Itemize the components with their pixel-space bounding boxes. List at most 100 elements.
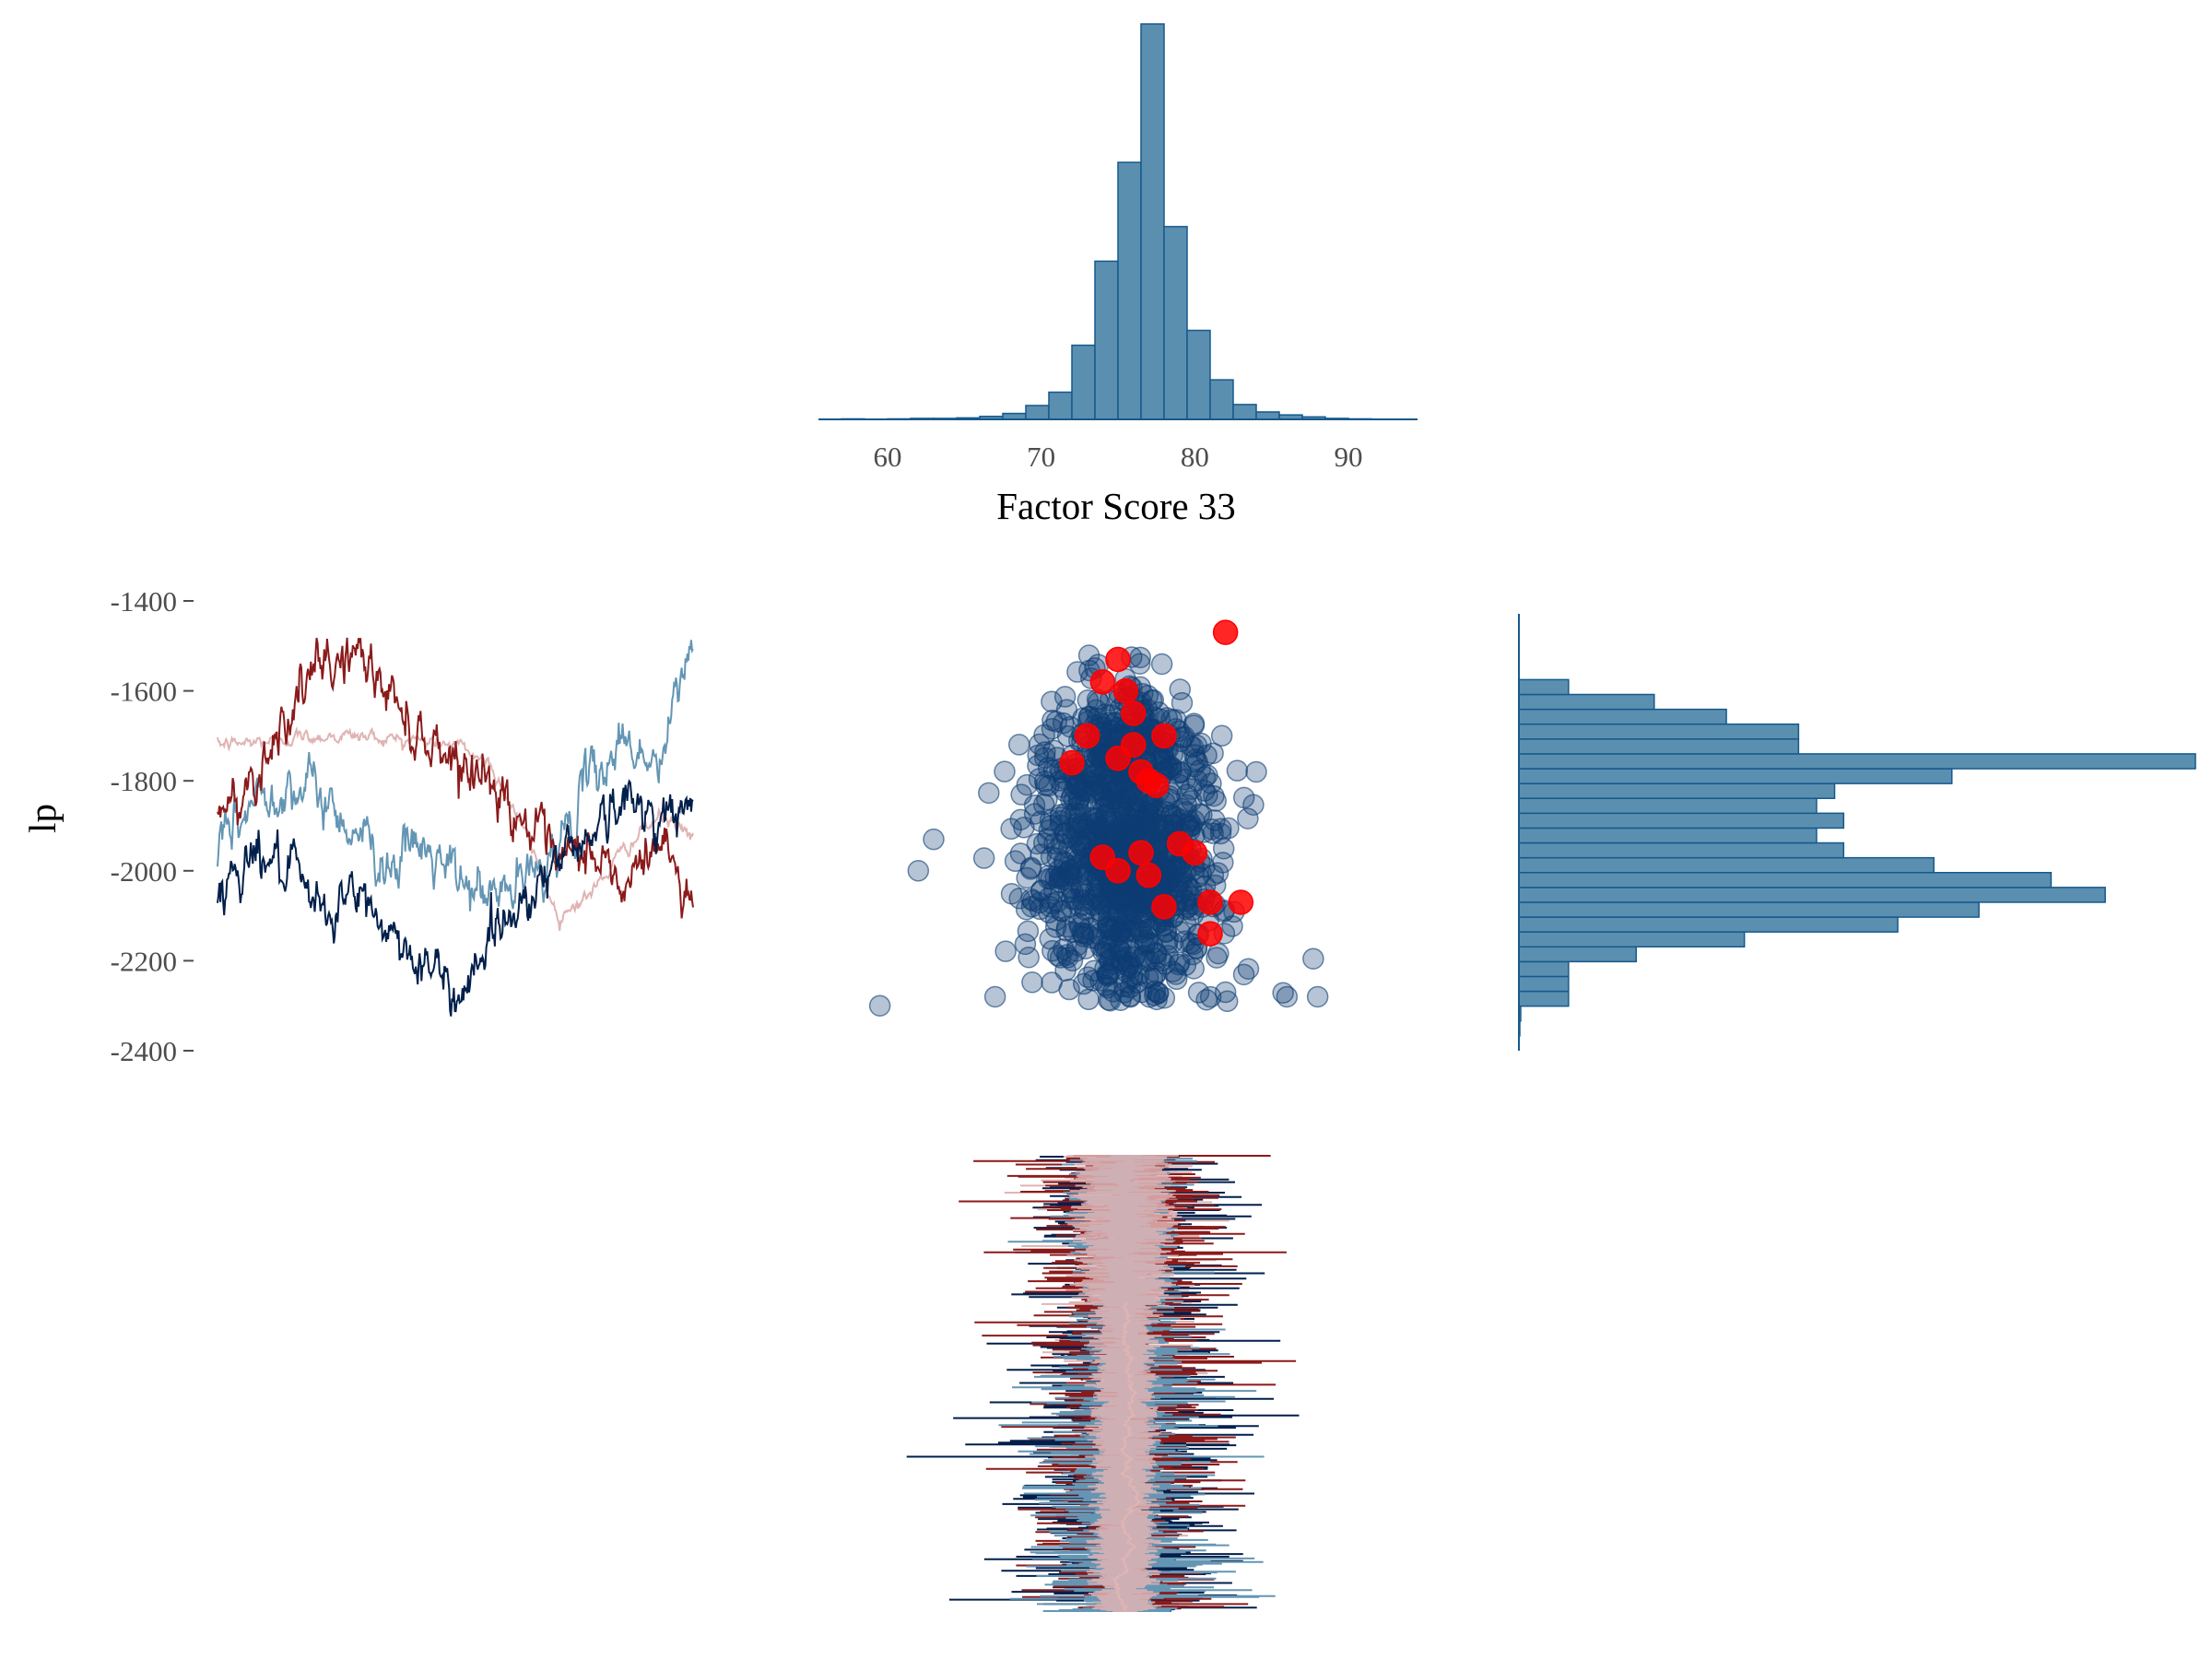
scatter-point: [1203, 784, 1225, 807]
right-histogram-bar: [1518, 856, 1935, 874]
scatter-point: [1210, 724, 1233, 747]
y-tick-label: -1400: [111, 585, 177, 618]
right-histogram-bar: [1518, 946, 1637, 963]
scatter-point: [907, 860, 930, 882]
scatter-point: [1053, 686, 1077, 708]
right-histogram-bar: [1518, 723, 1800, 740]
scatter-point: [1023, 794, 1046, 817]
right-histogram-bar: [1518, 708, 1727, 725]
x-tick-label: 80: [1181, 441, 1209, 473]
divergent-point: [1143, 772, 1170, 798]
divergent-point: [1151, 723, 1177, 749]
divergent-point: [1197, 921, 1223, 947]
scatter-point: [1195, 989, 1218, 1011]
right-histogram-bar: [1518, 841, 1845, 859]
scatter-point: [972, 847, 995, 869]
scatter-point: [1184, 748, 1207, 771]
scatter-point: [1170, 808, 1192, 830]
divergent-point: [1182, 840, 1208, 866]
scatter-point: [1169, 678, 1192, 700]
divergent-point: [1089, 669, 1116, 695]
divergent-point: [1105, 646, 1131, 673]
scatter-point: [1109, 921, 1131, 943]
scatter-point: [1095, 793, 1118, 816]
scatter-point: [1085, 699, 1108, 722]
divergent-point: [1105, 746, 1131, 771]
scatter-point: [1193, 821, 1215, 843]
top-histogram-bar: [1163, 226, 1188, 420]
scatter-point: [1157, 945, 1179, 967]
divergent-point: [1059, 749, 1085, 776]
divergent-point: [1128, 840, 1154, 866]
scatter-point: [1135, 929, 1158, 952]
scatter-point: [1040, 867, 1062, 890]
divergent-point: [1151, 894, 1177, 920]
y-tick-label: -2200: [111, 945, 177, 977]
scatter-point: [1004, 850, 1027, 873]
scatter-point: [1109, 806, 1131, 829]
y-tick-label: -1800: [111, 765, 177, 797]
scatter-point: [1133, 945, 1156, 968]
y-tick-label: -2000: [111, 855, 177, 888]
scatter-point: [1169, 951, 1191, 973]
x-tick-label: 60: [874, 441, 902, 473]
scatter-point: [1123, 915, 1146, 937]
top-histogram-bar: [1140, 23, 1165, 420]
top-histogram-bar: [1071, 344, 1096, 420]
top-histogram-bar: [1094, 260, 1119, 420]
scatter-point: [1051, 900, 1073, 923]
scatter-point: [1017, 920, 1040, 943]
scatter-point: [1021, 971, 1043, 994]
scatter-point: [1090, 815, 1112, 837]
scatter-point: [1155, 921, 1177, 944]
scatter-point: [1065, 773, 1088, 795]
divergent-point: [1105, 858, 1131, 884]
scatter-point: [1109, 832, 1132, 855]
scatter-point: [1014, 933, 1037, 956]
top-histogram-bar: [1025, 405, 1050, 420]
scatter-point: [1065, 802, 1087, 824]
x-axis-title: Factor Score 33: [996, 485, 1236, 527]
scatter-point: [983, 985, 1006, 1008]
trace-line-chain_4: [217, 779, 694, 1017]
scatter-point: [1087, 707, 1109, 730]
trace-y-ticks: -1400 -1600 -1800 -2000 -2200 -2400: [111, 585, 194, 1067]
divergent-point: [1228, 889, 1254, 915]
scatter-point: [1182, 735, 1204, 759]
scatter-point: [1212, 837, 1235, 860]
scatter-point: [1242, 794, 1265, 816]
scatter-point: [1302, 947, 1324, 970]
scatter-point: [1171, 691, 1194, 714]
scatter-point: [1237, 807, 1259, 830]
trace-line-chain_3: [217, 640, 694, 912]
right-histogram-bar: [1518, 827, 1818, 844]
right-histogram-bar: [1518, 916, 1899, 933]
scatter-point: [1007, 734, 1030, 756]
right-histogram-bar: [1518, 975, 1570, 993]
x-tick-label: 90: [1335, 441, 1363, 473]
right-histogram-bar: [1518, 753, 2196, 770]
scatter-point: [1077, 644, 1100, 666]
scatter-point: [923, 828, 945, 851]
scatter-point: [1089, 970, 1112, 992]
scatter-point: [1027, 754, 1049, 777]
scatter-point: [994, 940, 1017, 962]
divergent-point: [1112, 677, 1139, 704]
top-histogram: [841, 23, 1372, 420]
scatter-point: [1165, 968, 1188, 991]
scatter-point: [1237, 958, 1260, 980]
scatter-point: [1018, 946, 1040, 969]
y-tick-label: -2400: [111, 1035, 177, 1067]
right-histogram-bar: [1518, 738, 1800, 755]
y-axis-title: lp: [21, 804, 64, 833]
scatter-point: [1032, 794, 1055, 816]
scatter-point: [1175, 890, 1197, 912]
scatter-point: [1038, 865, 1060, 887]
scatter-point: [1115, 818, 1137, 841]
scatter-point: [1053, 852, 1077, 875]
scatter-point: [1176, 783, 1198, 806]
scatter-point: [1057, 881, 1080, 903]
scatter-point: [978, 782, 1000, 805]
top-histogram-bar: [1209, 379, 1234, 420]
right-histogram-bar: [1518, 812, 1845, 830]
